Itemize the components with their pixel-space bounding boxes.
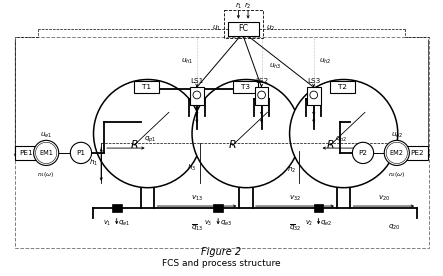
Text: $u_2$: $u_2$	[266, 24, 275, 33]
Text: $u_{e2}$: $u_{e2}$	[391, 131, 403, 140]
Circle shape	[352, 142, 373, 164]
Bar	[112, 204, 121, 212]
Bar	[16, 37, 429, 248]
Bar	[16, 146, 36, 160]
Text: FC: FC	[238, 24, 248, 33]
Text: R: R	[229, 140, 237, 150]
Circle shape	[290, 79, 398, 188]
Text: $u_{h1}$: $u_{h1}$	[181, 57, 194, 66]
Text: $u_{h3}$: $u_{h3}$	[269, 62, 281, 71]
Text: PE1: PE1	[19, 150, 33, 156]
Text: T1: T1	[142, 84, 151, 90]
Circle shape	[93, 79, 202, 188]
Bar	[255, 87, 268, 105]
Text: FCS and process structure: FCS and process structure	[162, 259, 280, 269]
Text: $u_{e1}$: $u_{e1}$	[40, 131, 52, 140]
Circle shape	[384, 140, 409, 166]
Text: $q_{e3}$: $q_{e3}$	[220, 219, 232, 228]
Bar	[233, 81, 258, 93]
Text: $v_{20}$: $v_{20}$	[377, 194, 390, 203]
Circle shape	[70, 142, 92, 164]
Text: $q_{p1}$: $q_{p1}$	[144, 134, 157, 145]
Text: $r_2$: $r_2$	[244, 1, 252, 11]
Text: $q_{p2}$: $q_{p2}$	[334, 134, 347, 145]
Bar	[190, 87, 204, 105]
Bar	[307, 87, 320, 105]
Text: $u_1$: $u_1$	[212, 24, 221, 33]
Text: $h_1$: $h_1$	[89, 158, 98, 168]
Text: P1: P1	[77, 150, 85, 156]
Text: Figure 2: Figure 2	[201, 247, 241, 258]
Text: $\overline{q}_{13}$: $\overline{q}_{13}$	[190, 222, 203, 233]
Bar	[213, 204, 223, 212]
Text: $q_{e1}$: $q_{e1}$	[118, 219, 131, 228]
Text: T2: T2	[338, 84, 347, 90]
Text: $r_1$: $r_1$	[235, 1, 242, 11]
Text: LS1: LS1	[190, 78, 203, 84]
Text: LS3: LS3	[307, 78, 320, 84]
Text: $n_1(\omega)$: $n_1(\omega)$	[38, 170, 55, 179]
Bar	[224, 10, 263, 38]
Circle shape	[192, 79, 300, 188]
Text: $q_{20}$: $q_{20}$	[388, 223, 400, 232]
Text: PE2: PE2	[410, 150, 424, 156]
Text: $h_3$: $h_3$	[187, 163, 197, 173]
Circle shape	[34, 140, 59, 166]
Bar	[407, 146, 427, 160]
Text: LS2: LS2	[255, 78, 268, 84]
Text: $v_{13}$: $v_{13}$	[191, 194, 203, 203]
Text: R: R	[130, 140, 138, 150]
Bar	[330, 81, 355, 93]
Text: EM2: EM2	[390, 150, 404, 156]
Text: $v_{32}$: $v_{32}$	[289, 194, 301, 203]
Text: EM1: EM1	[39, 150, 53, 156]
Bar	[134, 81, 159, 93]
Text: $v_1$: $v_1$	[103, 219, 111, 228]
Text: $n_2(\omega)$: $n_2(\omega)$	[388, 170, 405, 179]
Text: $u_{h2}$: $u_{h2}$	[319, 57, 331, 66]
Text: P2: P2	[358, 150, 368, 156]
Text: T3: T3	[241, 84, 250, 90]
Text: $\overline{q}_{32}$: $\overline{q}_{32}$	[289, 222, 301, 233]
Text: $h_2$: $h_2$	[287, 165, 296, 175]
Text: $q_{e2}$: $q_{e2}$	[320, 219, 333, 228]
Text: R: R	[326, 140, 334, 150]
Bar	[228, 22, 259, 36]
Text: $v_2$: $v_2$	[305, 219, 313, 228]
Bar	[314, 204, 323, 212]
Text: $v_3$: $v_3$	[204, 219, 213, 228]
